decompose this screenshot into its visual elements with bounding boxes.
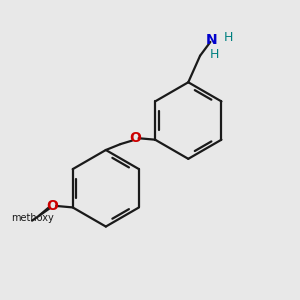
Text: methoxy: methoxy: [11, 213, 53, 223]
Text: N: N: [206, 33, 218, 46]
Text: H: H: [210, 48, 220, 61]
Text: H: H: [223, 31, 233, 44]
Text: O: O: [129, 131, 141, 145]
Text: O: O: [47, 199, 58, 213]
